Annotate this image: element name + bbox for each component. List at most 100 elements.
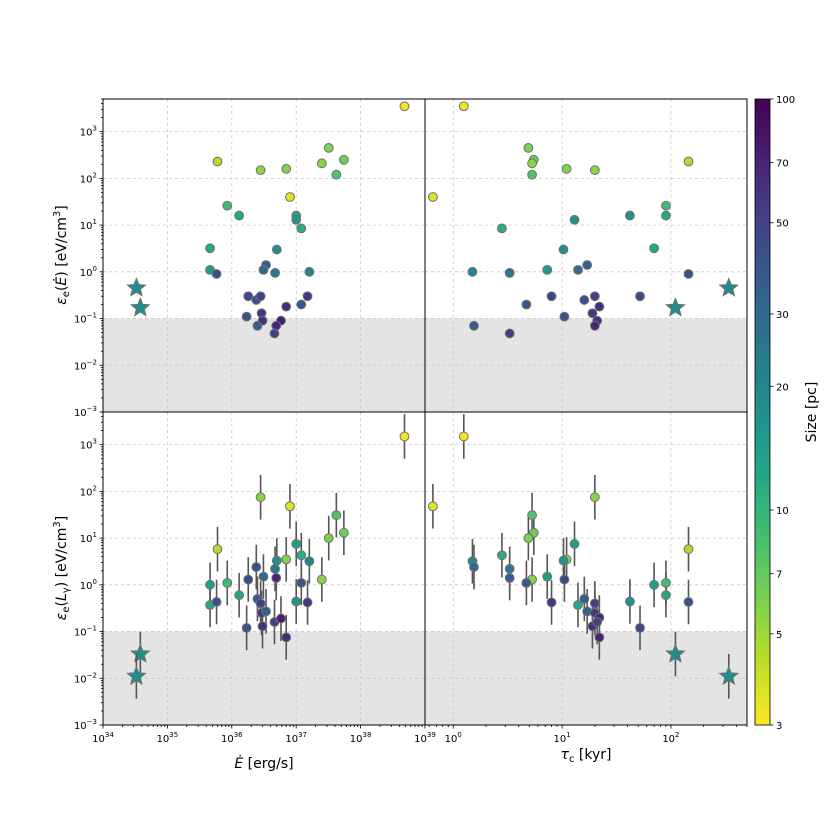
x-tick-label: 1038 [350, 731, 372, 745]
data-point [255, 598, 266, 609]
data-point [546, 597, 557, 608]
y-axis-label-top: εe(Ė) [eV/cm3] [52, 205, 72, 305]
colorbar-tick-label: 100 [776, 95, 795, 106]
data-point [211, 269, 222, 279]
data-point [589, 320, 600, 331]
axis-labels: εe(Ė) [eV/cm3] εe(Lγ) [eV/cm3] Ė [erg/s] τc… [52, 205, 611, 772]
data-point [255, 492, 266, 503]
data-point [546, 291, 557, 302]
data-point [285, 192, 295, 202]
colorbar-tick-label: 70 [776, 159, 789, 170]
data-point [257, 621, 268, 632]
data-point [234, 590, 245, 601]
data-point [683, 597, 694, 607]
data-point [291, 539, 302, 549]
data-point [504, 563, 515, 574]
star-point [718, 277, 740, 297]
data-point [302, 291, 313, 302]
data-point [573, 264, 583, 275]
data-point [205, 579, 215, 590]
data-point [251, 562, 262, 572]
data-point [589, 165, 600, 176]
data-point [304, 556, 315, 567]
data-point [323, 142, 334, 153]
data-point [338, 527, 349, 538]
data-point [338, 154, 349, 165]
data-point [281, 632, 292, 643]
data-point [635, 622, 645, 633]
data-point [589, 598, 600, 609]
data-point [527, 158, 537, 169]
data-point [258, 264, 269, 275]
star-point [126, 277, 147, 297]
data-point [649, 243, 659, 254]
data-point [222, 577, 233, 588]
x-tick-label: 1039 [414, 731, 436, 745]
data-point [558, 555, 569, 566]
y-tick-label: 101 [80, 218, 97, 232]
data-points [427, 431, 740, 699]
data-point [573, 600, 583, 610]
y-tick-label: 10−1 [74, 625, 97, 639]
data-point [331, 510, 342, 521]
colorbar-tick-label: 5 [776, 630, 782, 641]
data-point [222, 200, 233, 211]
data-point [661, 577, 671, 588]
panel-bottom-left: 10−3 10−2 10−1 100 101 102 103 1034 1035 1036 1037… [74, 411, 436, 745]
data-point [683, 269, 694, 279]
data-point [331, 169, 342, 180]
star-point [126, 665, 147, 686]
data-point [504, 328, 515, 339]
data-point [661, 210, 671, 221]
panel-bottom-right: 100 101 102 [424, 411, 748, 745]
data-point [399, 431, 410, 442]
data-point [276, 613, 286, 624]
y-tick-label: 100 [80, 578, 97, 592]
data-point [458, 101, 469, 112]
data-point [281, 163, 292, 174]
data-point [291, 214, 302, 225]
ticks [428, 725, 748, 729]
data-point [281, 301, 292, 312]
data-point [271, 555, 282, 566]
y-tick-label: 10−2 [74, 671, 97, 685]
data-point [255, 291, 266, 302]
data-point [241, 622, 252, 633]
colorbar-tick-label: 50 [776, 219, 789, 230]
data-point [270, 267, 280, 278]
data-point [243, 291, 254, 302]
y-tick-label: 102 [80, 171, 97, 185]
data-point [561, 163, 572, 174]
data-point [211, 597, 222, 607]
data-point [683, 544, 694, 555]
data-points [427, 101, 740, 339]
data-point [427, 501, 438, 512]
data-point [523, 142, 534, 153]
data-point [252, 320, 263, 331]
data-point [592, 617, 603, 627]
panel-top-left: 10−3 10−2 10−1 100 101 102 103 [74, 98, 426, 419]
x-tick-label: 1034 [92, 731, 114, 745]
data-point [271, 573, 282, 583]
x-tick-label: 1036 [221, 731, 243, 745]
panel-frame [424, 411, 748, 726]
data-points [126, 101, 410, 339]
y-tick-label: 10−1 [74, 312, 97, 326]
data-point [234, 210, 245, 221]
data-point [559, 574, 570, 585]
data-point [281, 554, 292, 565]
x-axis-label-right: τc [kyr] [561, 747, 612, 765]
data-point [589, 492, 600, 503]
data-point [582, 260, 593, 270]
data-point [302, 597, 313, 608]
data-point [579, 593, 590, 604]
star-point [130, 296, 151, 317]
data-point [285, 501, 295, 512]
data-point [270, 563, 280, 574]
colorbar: 3 5 7 10 20 30 50 70 100 Size [pc] [754, 95, 820, 732]
error-bars [432, 414, 690, 660]
y-axis-label-bottom: εe(Lγ) [eV/cm3] [52, 516, 72, 620]
shaded-region [103, 318, 425, 412]
data-point [683, 156, 694, 167]
